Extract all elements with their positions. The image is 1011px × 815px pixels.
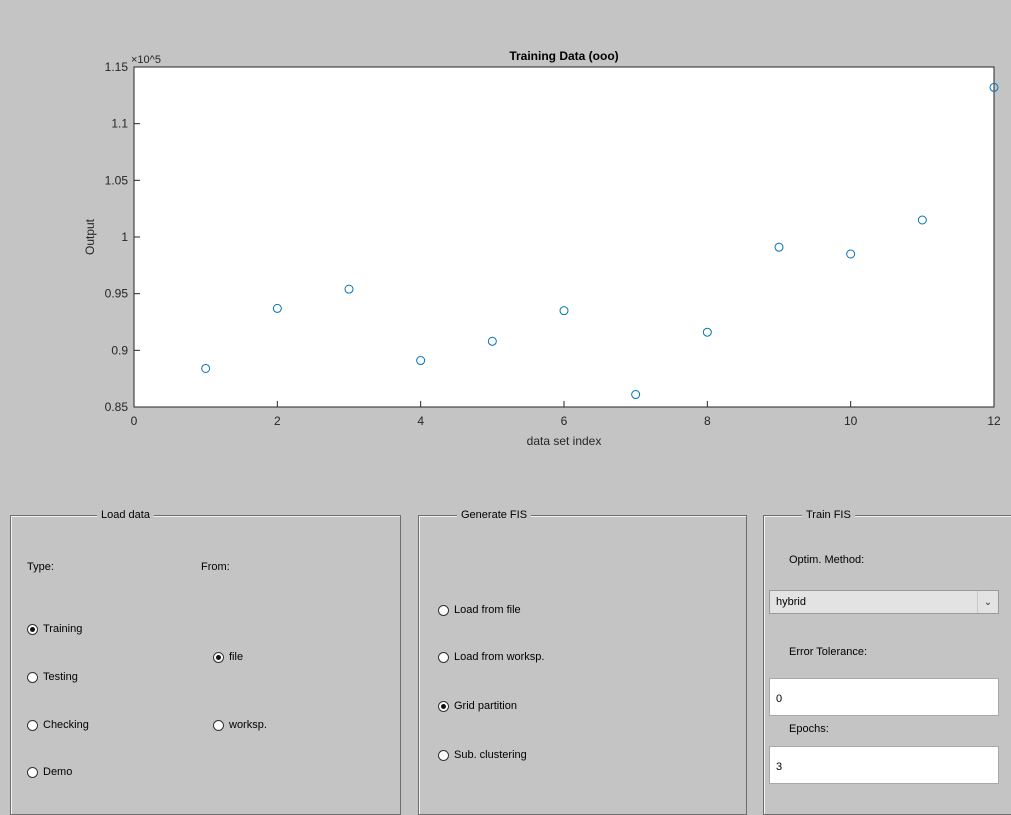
radio-label: Demo (43, 766, 73, 778)
x-tick-label: 6 (561, 414, 568, 428)
x-tick-label: 10 (844, 414, 858, 428)
data-point (344, 284, 354, 294)
data-point (487, 336, 497, 346)
y-axis-label: Output (83, 218, 97, 255)
data-point (201, 363, 211, 373)
radio-label: Load from file (454, 604, 521, 616)
radio-indicator (213, 719, 224, 731)
x-tick-label: 4 (417, 414, 424, 428)
x-tick-label: 2 (274, 414, 281, 428)
radio-worksp[interactable]: worksp. (213, 719, 267, 731)
error-tolerance-label: Error Tolerance: (789, 646, 868, 658)
error-tolerance-value: 0 (776, 693, 783, 705)
x-tick-label: 0 (131, 414, 138, 428)
radio-load-from-worksp[interactable]: Load from worksp. (438, 651, 544, 663)
train-fis-panel: Train FIS (763, 507, 1011, 815)
train-fis-title: Train FIS (802, 507, 855, 523)
y-tick-label: 0.85 (105, 400, 129, 414)
radio-file[interactable]: file (213, 651, 243, 663)
radio-testing[interactable]: Testing (27, 671, 78, 683)
radio-grid-partition[interactable]: Grid partition (438, 700, 517, 712)
data-point (702, 327, 712, 337)
radio-label: file (229, 651, 244, 663)
optim-method-select[interactable]: hybrid ⌄ (769, 590, 999, 614)
radio-indicator (213, 651, 224, 663)
data-point (559, 306, 569, 316)
y-tick-label: 0.9 (111, 343, 128, 357)
optim-method-label: Optim. Method: (789, 554, 865, 566)
epochs-value: 3 (776, 761, 783, 773)
generate-fis-panel: Generate FIS (418, 507, 747, 815)
radio-load-from-file[interactable]: Load from file (438, 604, 521, 616)
y-axis-multiplier: ×10^5 (131, 54, 161, 66)
radio-demo[interactable]: Demo (27, 766, 72, 778)
radio-label: Checking (43, 719, 89, 731)
x-tick-label: 8 (704, 414, 711, 428)
radio-training[interactable]: Training (27, 623, 82, 635)
error-tolerance-input[interactable]: 0 (769, 678, 999, 716)
radio-indicator (438, 700, 449, 712)
radio-indicator (438, 651, 449, 663)
data-point (989, 82, 999, 92)
radio-label: Load from worksp. (454, 651, 545, 663)
data-point (917, 215, 927, 225)
y-tick-label: 1.1 (111, 117, 128, 131)
y-tick-label: 1 (121, 230, 128, 244)
data-point (774, 242, 784, 252)
plot-area: 0 2 4 6 8 10 12 0.85 0.9 0.95 1 1.05 1.1 1.15 Trainin… (83, 49, 1001, 448)
radio-label: Grid partition (454, 700, 517, 712)
radio-indicator (27, 719, 38, 731)
radio-indicator (27, 623, 38, 635)
type-label: Type: (27, 561, 54, 573)
x-tick-label: 12 (987, 414, 1001, 428)
radio-label: worksp. (229, 719, 267, 731)
y-tick-label: 1.15 (105, 60, 129, 74)
data-point (272, 303, 282, 313)
chevron-down-icon[interactable]: ⌄ (977, 591, 998, 613)
radio-checking[interactable]: Checking (27, 719, 89, 731)
data-point (846, 249, 856, 259)
chart-title: Training Data (ooo) (509, 49, 618, 63)
epochs-input[interactable]: 3 (769, 746, 999, 784)
radio-indicator (27, 766, 38, 778)
scatter-plot: 0 2 4 6 8 10 12 0.85 0.9 0.95 1 1.05 1.1 1.15 Trainin… (83, 49, 1001, 448)
from-label: From: (201, 561, 230, 573)
data-point (631, 390, 641, 400)
radio-indicator (438, 604, 449, 616)
y-tick-label: 1.05 (105, 173, 129, 187)
radio-sub-clustering[interactable]: Sub. clustering (438, 749, 527, 761)
y-tick-label: 0.95 (105, 287, 129, 301)
radio-label: Sub. clustering (454, 749, 527, 761)
radio-label: Training (43, 623, 83, 635)
generate-fis-title: Generate FIS (457, 507, 532, 523)
radio-label: Testing (43, 671, 78, 683)
x-axis-label: data set index (527, 434, 602, 448)
radio-indicator (438, 749, 449, 761)
radio-indicator (27, 671, 38, 683)
optim-method-value: hybrid (776, 596, 806, 608)
load-data-title: Load data (97, 507, 154, 523)
data-point (416, 356, 426, 366)
epochs-label: Epochs: (789, 723, 829, 735)
axes-box (133, 66, 995, 408)
